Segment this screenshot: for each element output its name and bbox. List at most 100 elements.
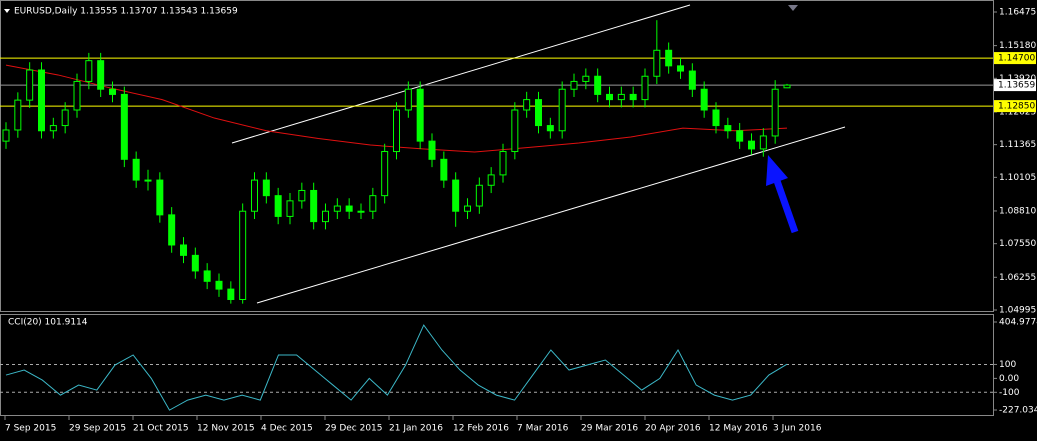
candle-body (641, 75, 649, 101)
candle-body (109, 88, 116, 95)
candle-body (2, 129, 10, 142)
candle-body (393, 109, 400, 153)
level-label: 1.12850 (998, 102, 1035, 112)
candle-body (677, 65, 684, 72)
y-tick-label: 1.13920 (999, 74, 1036, 84)
candle-body (97, 60, 105, 90)
candle-body (523, 99, 531, 111)
y-tick-label: 1.11365 (999, 140, 1036, 150)
level-label-box (994, 52, 1036, 65)
candle-body (653, 49, 661, 77)
candle-body (322, 210, 329, 223)
candle-body (26, 69, 34, 101)
candle-body (783, 84, 791, 89)
candle-body (227, 288, 235, 300)
candle-body (416, 88, 424, 142)
candle-body (156, 179, 164, 216)
candle-body (499, 151, 507, 176)
y-tick-label: -227.0348 (999, 406, 1037, 416)
candle-body (73, 80, 81, 111)
candle-body (487, 174, 495, 186)
candle-body (558, 88, 566, 132)
chart-title: EURUSD,Daily 1.13555 1.13707 1.13543 1.1… (14, 7, 238, 17)
y-tick-label: 100 (999, 360, 1016, 370)
y-tick-label: 1.12625 (999, 107, 1036, 117)
candle-body (440, 158, 448, 181)
candle-body (85, 60, 93, 82)
x-tick-label: 21 Oct 2015 (133, 424, 189, 434)
candle-body (298, 189, 306, 202)
x-tick-label: 29 Dec 2015 (325, 424, 383, 434)
menu-arrow (4, 9, 10, 13)
candle-body (570, 80, 578, 90)
x-tick-label: 12 May 2016 (709, 424, 768, 434)
candle-body (310, 189, 318, 223)
candle-body (38, 69, 45, 132)
y-tick-label: 1.16475 (999, 8, 1036, 18)
candle-body (724, 125, 732, 132)
y-tick-label: 1.06255 (999, 273, 1036, 283)
y-tick-label: 404.9774 (999, 318, 1037, 328)
x-tick-label: 21 Jan 2016 (389, 424, 443, 434)
candle-body (582, 75, 590, 82)
candle-body (617, 93, 625, 101)
candle-body (286, 200, 294, 217)
candle-body (369, 195, 377, 212)
candle-body (333, 205, 341, 212)
candle-body (464, 205, 471, 212)
candle-body (594, 75, 602, 95)
candle-body (404, 88, 412, 111)
candle-body (251, 179, 258, 212)
candle-body (262, 179, 270, 197)
candle-body (203, 270, 211, 282)
x-tick-label: 4 Dec 2015 (261, 424, 313, 434)
level-label-box (994, 100, 1036, 113)
x-tick-label: 20 Apr 2016 (645, 424, 701, 434)
candle-body (665, 49, 673, 67)
x-tick-label: 12 Nov 2015 (197, 424, 255, 434)
candle-body (132, 158, 140, 181)
candle-body (14, 99, 22, 131)
lower-trendline (256, 126, 846, 304)
arrow-head (766, 155, 788, 186)
candle-body (428, 140, 436, 160)
candle-body (748, 140, 755, 150)
candle-body (168, 214, 176, 246)
candle-body (475, 184, 483, 207)
candle-body (546, 125, 554, 132)
arrow-shaft (772, 176, 799, 234)
upper-trendline (231, 4, 691, 144)
y-tick-label: 1.10105 (999, 173, 1036, 183)
x-tick-label: 12 Feb 2016 (453, 424, 509, 434)
candle-body (712, 109, 720, 127)
candle-body (191, 254, 199, 272)
candle-body (381, 151, 389, 197)
x-tick-label: 7 Sep 2015 (5, 424, 56, 434)
blue-arrow (766, 155, 799, 234)
x-tick-label: 29 Mar 2016 (581, 424, 638, 434)
y-tick-label: 1.15180 (999, 41, 1036, 51)
candle-body (144, 179, 152, 182)
x-tick-label: 3 Jun 2016 (773, 424, 822, 434)
candle-body (700, 88, 708, 111)
candle-body (771, 88, 779, 137)
candle-body (345, 205, 353, 212)
y-tick-label: 1.04995 (999, 306, 1036, 316)
candle-body (120, 93, 128, 160)
cci-line (5, 324, 788, 411)
y-tick-label: 1.07550 (999, 239, 1036, 249)
candle-body (357, 210, 365, 213)
candle-body (452, 179, 460, 212)
x-tick-label: 7 Mar 2016 (517, 424, 569, 434)
y-tick-label: -100 (999, 388, 1020, 398)
main-panel (0, 0, 994, 312)
candle-body (535, 99, 542, 127)
candle-body (61, 109, 69, 127)
candle-body (49, 125, 57, 132)
candle-body (736, 130, 744, 142)
cci-title: CCI(20) 101.9114 (8, 318, 88, 328)
candle-body (688, 70, 696, 90)
candle-body (274, 195, 282, 217)
last-price-label: 1.13659 (998, 81, 1035, 91)
